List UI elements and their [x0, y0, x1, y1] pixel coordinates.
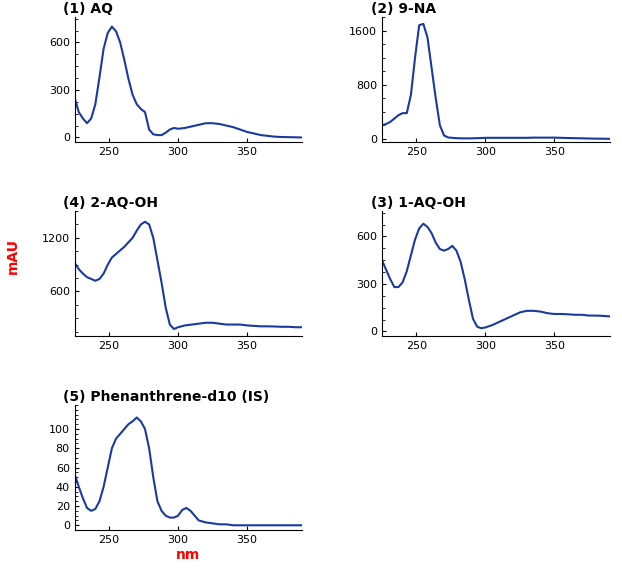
X-axis label: nm: nm: [176, 548, 200, 562]
Text: mAU: mAU: [6, 238, 19, 275]
Text: (5) Phenanthrene-d10 (IS): (5) Phenanthrene-d10 (IS): [63, 390, 269, 404]
Text: (3) 1-AQ-OH: (3) 1-AQ-OH: [371, 196, 465, 210]
Text: (1) AQ: (1) AQ: [63, 2, 113, 16]
Text: (4) 2-AQ-OH: (4) 2-AQ-OH: [63, 196, 158, 210]
Text: (2) 9-NA: (2) 9-NA: [371, 2, 435, 16]
